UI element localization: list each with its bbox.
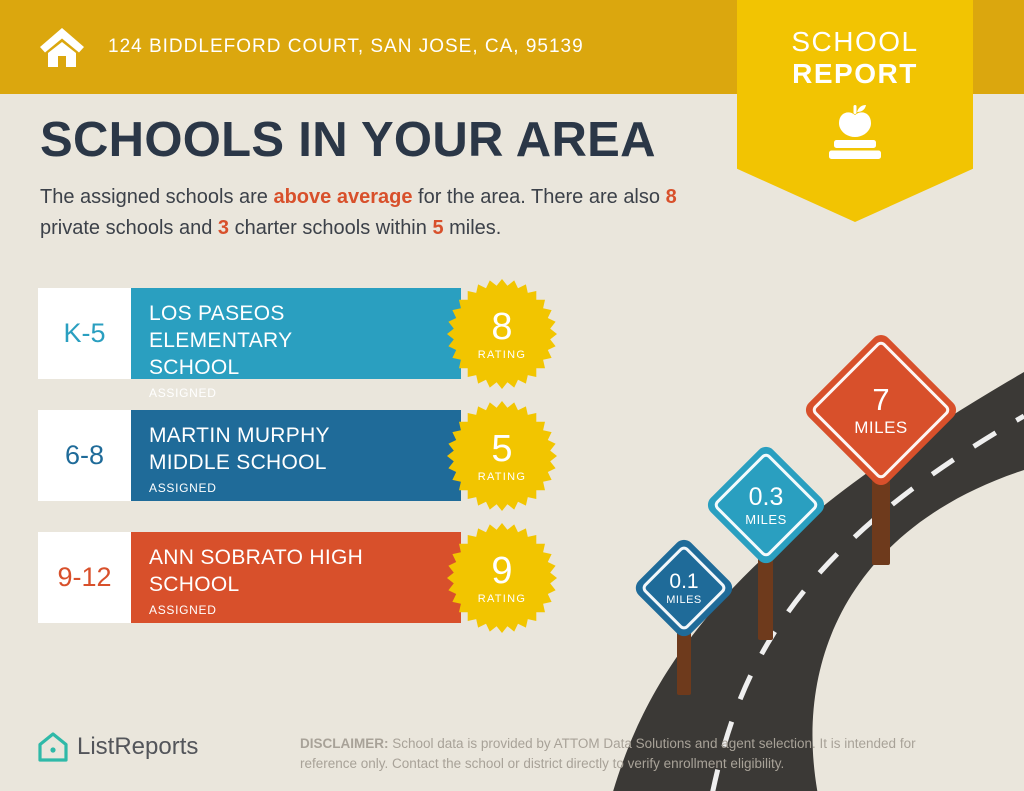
starburst-icon	[447, 279, 557, 389]
rating-label: RATING	[477, 470, 527, 483]
subtitle-highlight: 8	[665, 186, 677, 208]
intro-section: SCHOOLS IN YOUR AREA The assigned school…	[40, 112, 730, 244]
subtitle-segment: miles.	[443, 217, 502, 239]
sign-distance: 0.1	[669, 570, 699, 593]
sign-distance: 7	[872, 382, 890, 417]
school-status: ASSIGNED	[149, 385, 217, 400]
distance-sign-near: 0.1 MILES	[629, 533, 739, 697]
grade-range-badge: 6-8	[38, 410, 131, 501]
page-title: SCHOOLS IN YOUR AREA	[40, 113, 656, 167]
starburst-icon	[447, 523, 557, 633]
school-bar: MARTIN MURPHY MIDDLE SCHOOL ASSIGNED	[131, 410, 461, 501]
subtitle-highlight: 5	[432, 217, 444, 239]
sign-label: 0.3 MILES	[701, 440, 831, 570]
listreports-logo: ListReports	[38, 731, 198, 763]
sign-unit: MILES	[854, 418, 908, 437]
distance-sign-mid: 0.3 MILES	[701, 440, 831, 640]
grade-range-badge: K-5	[38, 288, 131, 379]
apple-books-icon	[829, 105, 881, 159]
starburst-icon	[447, 401, 557, 511]
rating-badge: 9 RATING	[446, 522, 558, 634]
school-row-elementary: K-5 LOS PASEOS ELEMENTARY SCHOOL ASSIGNE…	[38, 279, 557, 400]
school-name: MARTIN MURPHY MIDDLE SCHOOL	[149, 424, 330, 474]
rating-badge: 8 RATING	[446, 278, 558, 390]
school-row-high: 9-12 ANN SOBRATO HIGH SCHOOL ASSIGNED 9 …	[38, 523, 557, 633]
subtitle-segment: for the area. There are also	[412, 186, 666, 208]
listreports-house-icon	[38, 732, 68, 762]
subtitle-segment: charter schools within	[229, 217, 433, 239]
road-center-line	[710, 413, 1024, 791]
sign-label: 7 MILES	[802, 331, 960, 489]
disclaimer-body: School data is provided by ATTOM Data So…	[300, 736, 916, 772]
rating-badge: 5 RATING	[446, 400, 558, 512]
sign-unit: MILES	[745, 512, 787, 527]
school-bar: LOS PASEOS ELEMENTARY SCHOOL ASSIGNED	[131, 288, 461, 400]
school-status: ASSIGNED	[149, 480, 217, 495]
rating-value: 9	[491, 549, 513, 592]
school-name: LOS PASEOS ELEMENTARY SCHOOL	[149, 302, 293, 379]
distance-sign-far: 7 MILES	[801, 330, 961, 565]
rating-label: RATING	[477, 592, 527, 605]
grade-range-badge: 9-12	[38, 532, 131, 623]
disclaimer-text: DISCLAIMER: School data is provided by A…	[300, 734, 976, 775]
rating-value: 8	[491, 305, 513, 348]
rating-label: RATING	[477, 348, 527, 361]
subtitle-segment: The assigned schools are	[40, 186, 274, 208]
brand-name: ListReports	[77, 733, 199, 760]
home-icon	[40, 28, 84, 67]
subtitle-highlight: above average	[273, 186, 413, 208]
ribbon-title-line2: REPORT	[792, 58, 918, 89]
sign-unit: MILES	[666, 594, 702, 606]
sign-label: 0.1 MILES	[629, 533, 739, 643]
subtitle-highlight: 3	[217, 217, 230, 239]
school-report-ribbon: SCHOOL REPORT	[737, 0, 973, 222]
assigned-schools-list: K-5 LOS PASEOS ELEMENTARY SCHOOL ASSIGNE…	[38, 279, 557, 654]
school-status: ASSIGNED	[149, 602, 217, 617]
disclaimer-label: DISCLAIMER:	[300, 736, 389, 751]
school-row-middle: 6-8 MARTIN MURPHY MIDDLE SCHOOL ASSIGNED…	[38, 401, 557, 511]
intro-subtitle: The assigned schools are above average f…	[40, 182, 720, 244]
road-surface	[613, 372, 1024, 791]
ribbon-title-line1: SCHOOL	[791, 26, 919, 57]
sign-distance: 0.3	[748, 483, 784, 511]
rating-value: 5	[491, 427, 513, 470]
property-address: 124 BIDDLEFORD COURT, SAN JOSE, CA, 9513…	[108, 36, 584, 57]
school-name: ANN SOBRATO HIGH SCHOOL	[149, 546, 364, 596]
school-bar: ANN SOBRATO HIGH SCHOOL ASSIGNED	[131, 532, 461, 623]
subtitle-segment: private schools and	[40, 217, 218, 239]
